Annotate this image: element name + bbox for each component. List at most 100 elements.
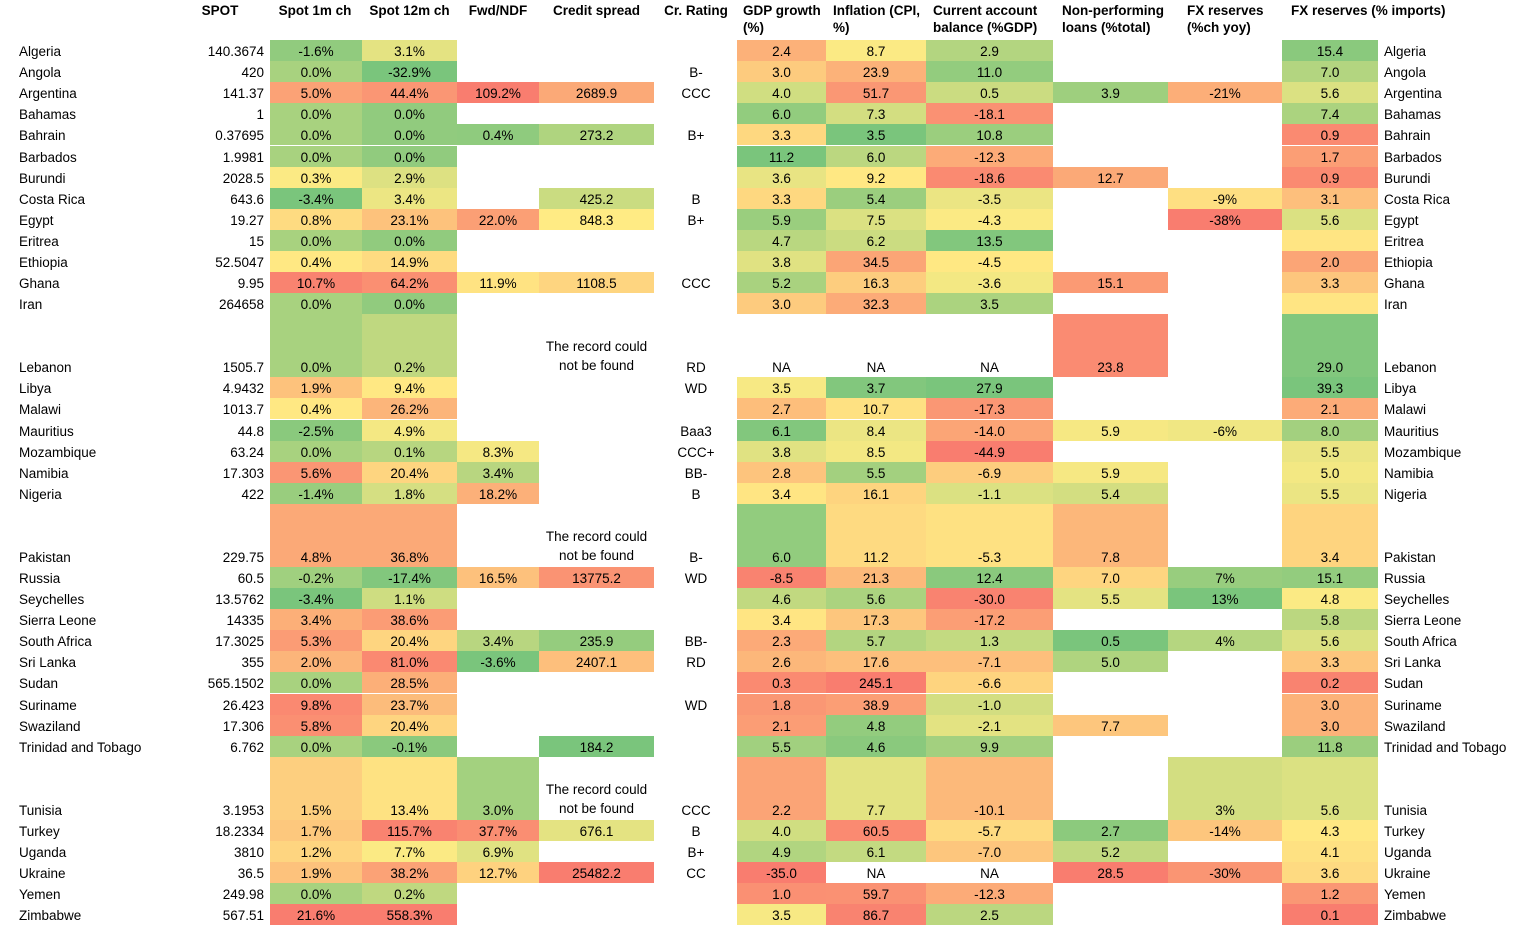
cell-infl: 60.5 (826, 819, 926, 841)
cell-country-repeat: Zimbabwe (1384, 908, 1447, 924)
cell-country-repeat: Sierra Leone (1384, 613, 1462, 629)
cell-fxr (1168, 377, 1282, 398)
cell-infl: 6.1 (826, 840, 926, 862)
cell-rating (656, 103, 736, 124)
cell-npl (1053, 251, 1168, 272)
cell-gdp: 5.9 (737, 208, 826, 230)
cell-fxi: 5.6 (1282, 630, 1378, 652)
cell-gdp: 4.0 (737, 819, 826, 841)
cell-credit (539, 146, 654, 167)
cell-fxr (1168, 293, 1282, 314)
cell-s1m: 0.0% (270, 672, 362, 694)
cell-gdp: 3.0 (737, 61, 826, 83)
cell-country: Sierra Leone (19, 613, 97, 629)
cell-credit: The record could not be found (545, 528, 648, 563)
cell-fwd: 3.4% (457, 630, 539, 652)
cell-fwd (457, 420, 539, 441)
cell-country-repeat: Suriname (1384, 697, 1442, 713)
cell-infl: 7.3 (826, 103, 926, 125)
cell-credit (539, 588, 654, 609)
cell-gdp: 4.6 (737, 588, 826, 610)
cell-fxi: 15.1 (1282, 566, 1378, 588)
cell-country: Nigeria (19, 486, 62, 502)
cell-npl: 28.5 (1053, 862, 1168, 884)
cell-fxr: -6% (1168, 419, 1282, 441)
cell-spot: 18.2334 (215, 823, 264, 839)
cell-infl: 21.3 (826, 566, 926, 588)
cell-gdp: 2.8 (737, 461, 826, 483)
cell-fwd (457, 377, 539, 398)
cell-rating: CC (686, 866, 706, 882)
cell-gdp: 5.5 (737, 735, 826, 757)
cell-spot: 2028.5 (222, 170, 264, 186)
cell-fwd (457, 61, 539, 82)
cell-infl: 5.6 (826, 588, 926, 610)
header-inflation: Inflation (CPI, %) (833, 3, 920, 35)
cell-npl: 5.5 (1053, 588, 1168, 610)
cell-credit (539, 167, 654, 188)
cell-country-repeat: Ghana (1384, 276, 1425, 292)
cell-infl: 6.2 (826, 229, 926, 251)
cell-npl (1053, 40, 1168, 61)
cell-infl: 7.7 (826, 756, 926, 820)
cell-country: Namibia (19, 465, 69, 481)
cell-gdp: 6.1 (737, 419, 826, 441)
cell-country-repeat: Swaziland (1384, 718, 1446, 734)
cell-npl (1053, 883, 1168, 904)
cell-rating: CCC (681, 86, 711, 102)
cell-ca: 1.3 (926, 630, 1053, 652)
cell-country: Pakistan (19, 549, 71, 565)
cell-gdp: 3.3 (737, 187, 826, 209)
cell-credit: 2407.1 (539, 651, 654, 673)
cell-country: Trinidad and Tobago (19, 739, 142, 755)
cell-spot: 565.1502 (207, 676, 264, 692)
cell-infl: 16.3 (826, 272, 926, 294)
cell-infl: 8.7 (826, 40, 926, 62)
cell-country-repeat: Ukraine (1384, 866, 1431, 882)
cell-fxr (1168, 483, 1282, 504)
cell-country: Angola (19, 65, 62, 81)
cell-s1m: 9.8% (270, 693, 362, 715)
cell-ca: -1.1 (926, 482, 1053, 504)
cell-npl: 3.9 (1053, 82, 1168, 104)
cell-infl: 3.5 (826, 124, 926, 146)
cell-country: Swaziland (19, 718, 81, 734)
cell-fxi: 7.4 (1282, 103, 1378, 125)
cell-s1m: -1.6% (270, 40, 362, 62)
cell-rating: BB- (684, 634, 708, 650)
cell-fwd (457, 167, 539, 188)
cell-ca: -6.6 (926, 672, 1053, 694)
cell-infl: 4.8 (826, 714, 926, 736)
cell-gdp: 11.2 (737, 145, 826, 167)
cell-country: Sudan (19, 676, 59, 692)
cell-infl: 8.4 (826, 419, 926, 441)
cell-rating: RD (686, 360, 706, 376)
cell-ca: 9.9 (926, 735, 1053, 757)
cell-npl (1053, 757, 1168, 820)
cell-infl: 3.7 (826, 377, 926, 399)
cell-country: Algeria (19, 44, 62, 60)
cell-credit: 848.3 (539, 208, 654, 230)
cell-rating: B+ (687, 212, 705, 228)
cell-npl (1053, 398, 1168, 419)
cell-spot: 1505.7 (222, 360, 264, 376)
cell-country-repeat: Barbados (1384, 149, 1442, 165)
cell-rating: WD (684, 697, 708, 713)
cell-s12m: 26.2% (362, 398, 457, 420)
cell-country: Ghana (19, 276, 60, 292)
cell-country: Bahrain (19, 128, 66, 144)
cell-s12m: 558.3% (362, 904, 457, 925)
cell-npl: 12.7 (1053, 166, 1168, 188)
cell-credit (539, 398, 654, 419)
cell-s1m: -3.4% (270, 187, 362, 209)
cell-s1m: 0.0% (270, 314, 362, 378)
cell-fxr: -21% (1168, 82, 1282, 104)
cell-fxr: -30% (1168, 862, 1282, 884)
cell-fwd: -3.6% (457, 651, 539, 673)
cell-fxr (1168, 441, 1282, 462)
cell-spot: 567.51 (222, 908, 264, 924)
cell-rating (656, 609, 736, 630)
cell-infl: 10.7 (826, 398, 926, 420)
cell-infl: 7.5 (826, 208, 926, 230)
cell-ca: -44.9 (926, 440, 1053, 462)
